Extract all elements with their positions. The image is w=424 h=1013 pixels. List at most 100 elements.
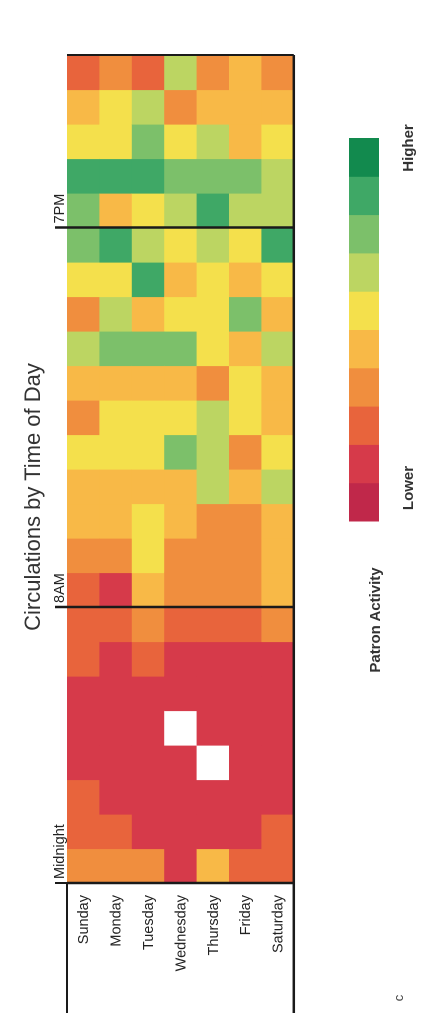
heatmap-cell [164,55,198,91]
heatmap-cell [261,89,295,125]
heatmap-cell [99,193,133,229]
heatmap-cell [67,227,100,263]
legend-swatch [349,176,379,216]
hour-marker-label: 7PM [52,194,68,224]
heatmap-cell [261,607,295,643]
heatmap-cell [99,745,133,781]
heatmap-cell [261,365,295,401]
heatmap-cell [67,158,100,194]
heatmap-frame [55,54,296,1013]
heatmap-cell [131,296,165,332]
day-label: Monday [109,894,125,946]
heatmap-cell [196,89,230,125]
heatmap-cell [261,434,295,470]
heatmap-cell [67,779,100,815]
heatmap-cell [99,848,133,884]
heatmap-cell [261,814,295,850]
heatmap-cell [229,572,262,608]
heatmap-cell [229,296,262,332]
legend-swatch [349,367,379,407]
heatmap-cell [131,89,165,125]
heatmap-cell [131,365,165,401]
heatmap-cell [164,365,198,401]
heatmap-cell [164,779,198,815]
heatmap-cell [229,469,262,505]
heatmap-cell [67,434,100,470]
heatmap-cell [99,607,133,643]
heatmap-cell [229,710,262,746]
heatmap-cell [196,607,230,643]
heatmap-cell [99,814,133,850]
heatmap-cell [229,434,262,470]
heatmap-cell [229,262,262,298]
heatmap-cell [99,227,133,263]
heatmap-cell [164,607,198,643]
legend-title: Patron Activity [367,567,384,673]
legend-swatch [349,482,379,522]
heatmap-cell [131,503,165,539]
heatmap-cell [196,538,230,574]
heatmap-cell [196,193,230,229]
heatmap-cell [67,469,100,505]
heatmap-cell [131,538,165,574]
heatmap-cell [67,124,100,160]
heatmap-cell [164,848,198,884]
heatmap-cell [67,572,100,608]
heatmap-cell [164,538,198,574]
heatmap-cell [99,89,133,125]
heatmap-cell [164,193,198,229]
heatmap-cell [99,400,133,436]
heatmap-cell [229,158,262,194]
heatmap-cell [196,227,230,263]
heatmap-cell [196,124,230,160]
heatmap-cell [261,745,295,781]
heatmap-cell [229,676,262,712]
heatmap-cell [131,400,165,436]
heatmap-cells [67,55,295,884]
heatmap-cell [229,641,262,677]
heatmap-cell [164,89,198,125]
heatmap-cell [229,607,262,643]
legend [349,138,379,522]
heatmap-cell [99,641,133,677]
heatmap-cell [131,676,165,712]
day-label: Saturday [271,894,287,953]
heatmap-cell [131,262,165,298]
heatmap-cell [99,296,133,332]
heatmap-cell [261,227,295,263]
heatmap-cell [67,89,100,125]
heatmap-cell [229,779,262,815]
heatmap-cell [99,503,133,539]
hour-markers: Midnight 8AM 7PM [52,194,68,879]
legend-swatch [349,329,379,369]
heatmap-cell [229,745,262,781]
legend-swatch [349,444,379,484]
heatmap-cell [164,227,198,263]
heatmap-cell [164,296,198,332]
heatmap-cell [67,745,100,781]
heatmap-cell [131,331,165,367]
heatmap-cell [229,331,262,367]
heatmap-cell [196,158,230,194]
heatmap-cell [99,469,133,505]
heatmap-cell [261,503,295,539]
heatmap-cell [99,572,133,608]
heatmap-cell [261,331,295,367]
heatmap-cell [196,469,230,505]
heatmap-cell [229,814,262,850]
heatmap-cell [196,262,230,298]
legend-swatch [349,291,379,330]
heatmap-cell [261,55,295,91]
heatmap-cell [99,538,133,574]
heatmap-cell [164,676,198,712]
day-label: Friday [238,894,254,935]
day-label: Thursday [206,894,222,955]
heatmap-cell [196,745,230,781]
day-label: Tuesday [141,894,157,950]
hour-marker-label: Midnight [52,824,68,879]
heatmap-cell [229,848,262,884]
heatmap-cell [229,124,262,160]
heatmap-cell [99,331,133,367]
day-labels: Sunday Monday Tuesday Wednesday Thursday Frid… [76,894,286,971]
heatmap-cell [261,158,295,194]
